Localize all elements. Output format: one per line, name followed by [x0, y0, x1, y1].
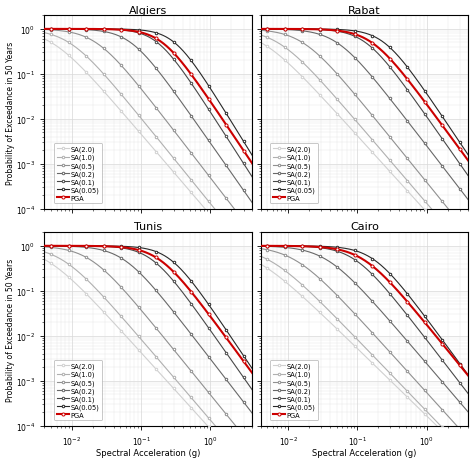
Title: Tunis: Tunis — [134, 222, 162, 232]
Title: Cairo: Cairo — [350, 222, 379, 232]
Legend: SA(2.0), SA(1.0), SA(0.5), SA(0.2), SA(0.1), SA(0.05), PGA: SA(2.0), SA(1.0), SA(0.5), SA(0.2), SA(0… — [270, 360, 319, 420]
Legend: SA(2.0), SA(1.0), SA(0.5), SA(0.2), SA(0.1), SA(0.05), PGA: SA(2.0), SA(1.0), SA(0.5), SA(0.2), SA(0… — [270, 144, 319, 204]
Title: Algiers: Algiers — [129, 6, 167, 16]
X-axis label: Spectral Acceleration (g): Spectral Acceleration (g) — [312, 449, 417, 457]
X-axis label: Spectral Acceleration (g): Spectral Acceleration (g) — [96, 449, 201, 457]
Legend: SA(2.0), SA(1.0), SA(0.5), SA(0.2), SA(0.1), SA(0.05), PGA: SA(2.0), SA(1.0), SA(0.5), SA(0.2), SA(0… — [54, 144, 102, 204]
Legend: SA(2.0), SA(1.0), SA(0.5), SA(0.2), SA(0.1), SA(0.05), PGA: SA(2.0), SA(1.0), SA(0.5), SA(0.2), SA(0… — [54, 360, 102, 420]
Title: Rabat: Rabat — [348, 6, 381, 16]
Y-axis label: Probability of Exceedance in 50 Years: Probability of Exceedance in 50 Years — [6, 41, 15, 184]
Y-axis label: Probability of Exceedance in 50 Years: Probability of Exceedance in 50 Years — [6, 258, 15, 400]
